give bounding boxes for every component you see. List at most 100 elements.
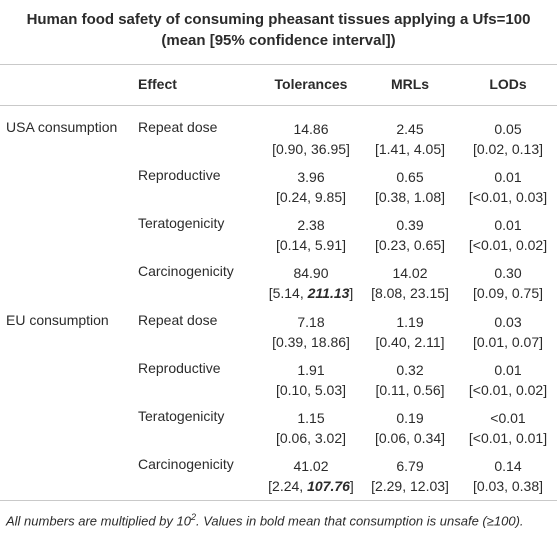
lods-mean: 0.03 <box>494 314 522 330</box>
footnote-exponent: 2 <box>190 512 196 522</box>
mrls-mean: 1.19 <box>396 314 424 330</box>
table-row: Reproductive 3.96 [0.24, 9.85] 0.65 [0.38,… <box>0 158 557 206</box>
effect-label: Reproductive <box>138 167 221 183</box>
effect-label: Carcinogenicity <box>138 263 234 279</box>
tolerances-ci: [5.14, 211.13] <box>262 283 360 303</box>
mrls-cell: 0.32 [0.11, 0.56] <box>370 360 450 400</box>
tolerances-ci-lower: [2.24, <box>268 478 308 494</box>
header-mrls: MRLs <box>390 76 430 92</box>
mrls-ci: [2.29, 12.03] <box>371 478 449 494</box>
header-lods: LODs <box>489 76 527 92</box>
tolerances-ci: [0.14, 5.91] <box>275 237 347 253</box>
group-label: USA consumption <box>6 119 118 135</box>
lods-cell: 0.01 [<0.01, 0.02] <box>460 215 556 255</box>
table-row: Reproductive 1.91 [0.10, 5.03] 0.32 [0.11,… <box>0 351 557 399</box>
table-footnote: All numbers are multiplied by 102. Value… <box>6 512 524 528</box>
unsafe-value: 107.76 <box>307 478 350 494</box>
tolerances-mean: 1.15 <box>297 410 325 426</box>
lods-ci: [0.01, 0.07] <box>472 334 544 350</box>
footnote-text-1: All numbers are multiplied by 10 <box>6 513 191 529</box>
lods-cell: <0.01 [<0.01, 0.01] <box>460 408 556 448</box>
mrls-ci: [0.06, 0.34] <box>374 430 446 446</box>
tolerances-ci: [0.24, 9.85] <box>275 189 347 205</box>
tolerances-ci: [0.06, 3.02] <box>275 430 347 446</box>
lods-ci: [<0.01, 0.02] <box>468 382 548 398</box>
group-label: EU consumption <box>6 312 109 328</box>
mrls-ci: [1.41, 4.05] <box>374 141 446 157</box>
mrls-cell: 0.39 [0.23, 0.65] <box>370 215 450 255</box>
tolerances-mean: 41.02 <box>293 458 329 474</box>
mrls-cell: 1.19 [0.40, 2.11] <box>370 312 450 352</box>
mrls-cell: 2.45 [1.41, 4.05] <box>370 119 450 159</box>
header-tolerances: Tolerances <box>274 76 348 92</box>
table-row: Teratogenicity 1.15 [0.06, 3.02] 0.19 [0.0… <box>0 399 557 447</box>
tolerances-cell: 14.86 [0.90, 36.95] <box>262 119 360 159</box>
tolerances-mean: 84.90 <box>293 265 329 281</box>
lods-ci: [<0.01, 0.03] <box>468 189 548 205</box>
table-row: Carcinogenicity 84.90 [5.14, 211.13] 14.0… <box>0 254 557 302</box>
table-title-line-2: (mean [95% confidence interval]) <box>161 32 396 49</box>
mrls-cell: 6.79 [2.29, 12.03] <box>370 456 450 496</box>
lods-cell: 0.01 [<0.01, 0.03] <box>460 167 556 207</box>
lods-mean: <0.01 <box>490 410 526 426</box>
lods-cell: 0.01 [<0.01, 0.02] <box>460 360 556 400</box>
tolerances-cell: 3.96 [0.24, 9.85] <box>262 167 360 207</box>
lods-mean: 0.01 <box>494 169 522 185</box>
effect-label: Teratogenicity <box>138 215 225 231</box>
effect-label: Reproductive <box>138 360 221 376</box>
lods-cell: 0.03 [0.01, 0.07] <box>460 312 556 352</box>
mrls-cell: 14.02 [8.08, 23.15] <box>370 263 450 303</box>
tolerances-cell: 1.91 [0.10, 5.03] <box>262 360 360 400</box>
mrls-mean: 0.19 <box>396 410 424 426</box>
bottom-rule <box>0 500 557 501</box>
tolerances-cell: 2.38 [0.14, 5.91] <box>262 215 360 255</box>
mrls-cell: 0.19 [0.06, 0.34] <box>370 408 450 448</box>
tolerances-cell: 41.02 [2.24, 107.76] <box>262 456 360 496</box>
tolerances-mean: 3.96 <box>297 169 325 185</box>
mrls-mean: 6.79 <box>396 458 424 474</box>
tolerances-cell: 84.90 [5.14, 211.13] <box>262 263 360 303</box>
tolerances-ci-close: ] <box>349 285 354 301</box>
header-effect: Effect <box>138 76 177 92</box>
tolerances-mean: 14.86 <box>293 121 329 137</box>
top-rule <box>0 64 557 65</box>
table-row: Carcinogenicity 41.02 [2.24, 107.76] 6.79… <box>0 447 557 495</box>
lods-mean: 0.01 <box>494 362 522 378</box>
table-row: Teratogenicity 2.38 [0.14, 5.91] 0.39 [0.2… <box>0 206 557 254</box>
mrls-mean: 0.39 <box>396 217 424 233</box>
mrls-ci: [0.38, 1.08] <box>374 189 446 205</box>
lods-ci: [<0.01, 0.01] <box>468 430 548 446</box>
table-title: Human food safety of consuming pheasant … <box>0 0 557 64</box>
table-row: EU consumption Repeat dose 7.18 [0.39, 18… <box>0 303 557 351</box>
table-title-line-1: Human food safety of consuming pheasant … <box>26 11 531 28</box>
mrls-ci: [8.08, 23.15] <box>371 285 449 301</box>
tolerances-ci-close: ] <box>349 478 354 494</box>
lods-cell: 0.14 [0.03, 0.38] <box>460 456 556 496</box>
header-rule <box>0 105 557 106</box>
effect-label: Carcinogenicity <box>138 456 234 472</box>
tolerances-ci: [0.39, 18.86] <box>272 334 350 350</box>
lods-mean: 0.30 <box>494 265 522 281</box>
footnote-text-2: . Values in bold mean that consumption i… <box>196 513 524 529</box>
lods-ci: [0.02, 0.13] <box>472 141 544 157</box>
table-row: USA consumption Repeat dose 14.86 [0.90, … <box>0 110 557 158</box>
lods-mean: 0.14 <box>494 458 522 474</box>
tolerances-mean: 7.18 <box>297 314 325 330</box>
lods-cell: 0.30 [0.09, 0.75] <box>460 263 556 303</box>
effect-label: Teratogenicity <box>138 408 225 424</box>
mrls-mean: 0.65 <box>396 169 424 185</box>
tolerances-cell: 1.15 [0.06, 3.02] <box>262 408 360 448</box>
mrls-mean: 0.32 <box>396 362 424 378</box>
unsafe-value: 211.13 <box>307 285 350 301</box>
lods-mean: 0.01 <box>494 217 522 233</box>
tolerances-ci: [2.24, 107.76] <box>262 476 360 496</box>
mrls-mean: 2.45 <box>396 121 424 137</box>
lods-mean: 0.05 <box>494 121 522 137</box>
tolerances-mean: 2.38 <box>297 217 325 233</box>
effect-label: Repeat dose <box>138 312 218 328</box>
mrls-ci: [0.23, 0.65] <box>374 237 446 253</box>
tolerances-ci: [0.90, 36.95] <box>272 141 350 157</box>
mrls-mean: 14.02 <box>392 265 428 281</box>
lods-cell: 0.05 [0.02, 0.13] <box>460 119 556 159</box>
